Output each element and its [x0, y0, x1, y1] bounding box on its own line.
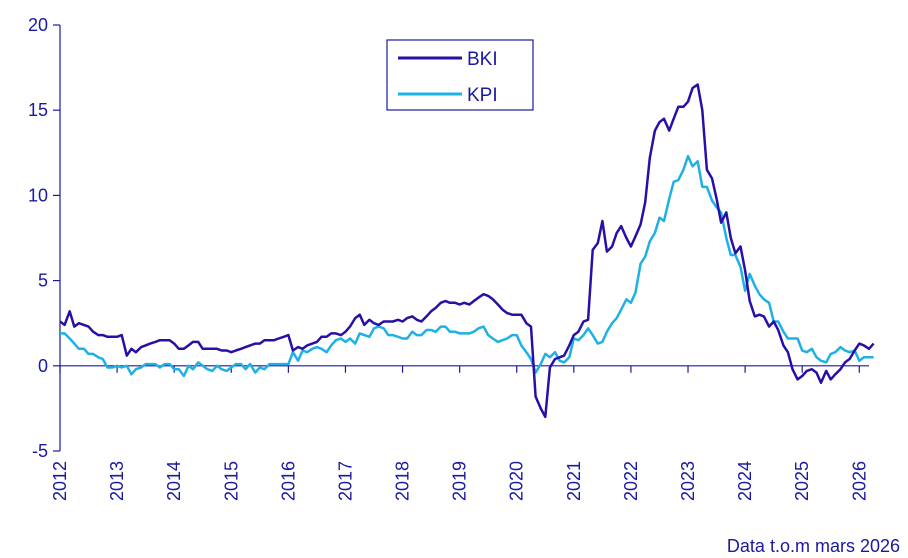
x-tick-label: 2022 [621, 461, 641, 501]
x-tick-label: 2018 [393, 461, 413, 501]
legend-label-bki: BKI [467, 49, 498, 70]
y-tick-label: 20 [28, 15, 48, 35]
x-axis-ticks: 2012 2013 2014 2015 2016 2017 2018 2019 2020 2021… [50, 365, 869, 501]
x-tick-label: 2017 [335, 461, 355, 501]
x-tick-label: 2016 [278, 461, 298, 501]
y-tick-label: 15 [28, 100, 48, 120]
y-axis-ticks: 20 15 10 5 0 -5 [28, 15, 60, 461]
x-tick-label: 2019 [450, 461, 470, 501]
x-tick-label: 2020 [507, 461, 527, 501]
x-tick-label: 2026 [849, 461, 869, 501]
legend-box [386, 39, 534, 111]
series-group [59, 83, 875, 419]
legend: BKI KPI [386, 39, 534, 111]
y-tick-label: 0 [38, 356, 48, 376]
x-tick-label: 2013 [107, 461, 127, 501]
x-tick-label: 2014 [164, 461, 184, 501]
data-note: Data t.o.m mars 2026 [727, 536, 900, 556]
x-tick-label: 2015 [221, 461, 241, 501]
x-tick-label: 2012 [50, 461, 70, 501]
x-tick-label: 2021 [564, 461, 584, 501]
legend-label-kpi: KPI [467, 85, 498, 106]
series-line-bki [59, 83, 875, 419]
series-line-kpi [60, 154, 874, 378]
y-tick-label: 5 [38, 271, 48, 291]
y-tick-label: -5 [32, 441, 48, 461]
x-tick-label: 2024 [735, 461, 755, 501]
x-tick-label: 2023 [678, 461, 698, 501]
y-tick-label: 10 [28, 185, 48, 205]
x-tick-label: 2025 [792, 461, 812, 501]
